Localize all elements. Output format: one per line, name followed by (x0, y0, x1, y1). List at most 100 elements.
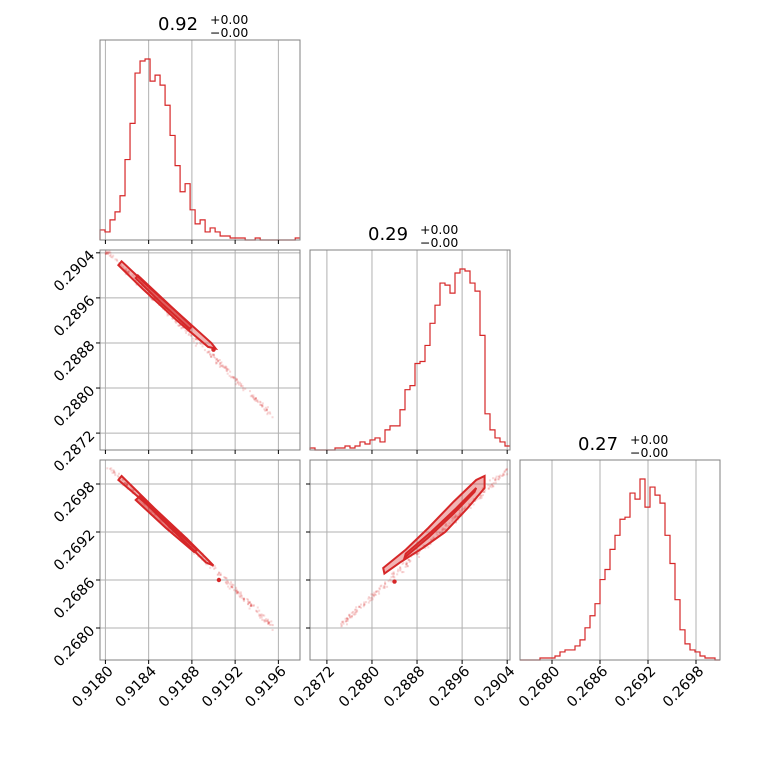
sample-point (406, 565, 409, 568)
sample-point (488, 485, 491, 488)
sample-point (254, 397, 257, 400)
sample-point (386, 585, 389, 588)
sample-point (195, 550, 198, 553)
sample-point (240, 382, 243, 385)
sample-point (108, 250, 111, 253)
sample-point (492, 477, 495, 480)
sample-point (215, 358, 218, 361)
sample-point (424, 547, 427, 550)
sample-point (188, 332, 191, 335)
sample-point (344, 617, 347, 620)
sample-point (497, 478, 500, 481)
sample-point (224, 577, 227, 580)
sample-point (123, 481, 126, 484)
sample-point (114, 474, 117, 477)
sample-point (154, 298, 157, 301)
sample-point (218, 571, 221, 574)
x-tick-label: 0.2686 (564, 664, 611, 711)
sample-point (373, 595, 376, 598)
sample-point (105, 252, 108, 255)
sample-point (230, 585, 233, 588)
sample-point (261, 404, 264, 407)
sample-point (349, 615, 352, 618)
sample-point (468, 502, 471, 505)
sample-point (266, 406, 269, 409)
sample-point (399, 569, 402, 572)
sample-point (247, 599, 250, 602)
sample-point (104, 252, 107, 255)
sample-point (215, 361, 218, 364)
sample-point (190, 333, 193, 336)
sample-point (115, 258, 118, 261)
posterior-samples (104, 250, 274, 419)
sample-point (236, 589, 239, 592)
title-upper-error: +0.00 (210, 12, 248, 27)
sample-point (506, 473, 509, 476)
sample-point (192, 337, 195, 340)
sample-point (480, 495, 483, 498)
sample-point (458, 508, 461, 511)
sample-point (264, 406, 267, 409)
sample-point (228, 374, 231, 377)
sample-point (214, 567, 217, 570)
sample-point (219, 572, 222, 575)
sample-point (163, 306, 166, 309)
sample-point (240, 594, 243, 597)
sample-point (250, 394, 253, 397)
sample-point (112, 254, 115, 257)
sample-point (225, 367, 228, 370)
sample-point (132, 489, 135, 492)
sample-point (452, 517, 455, 520)
sample-point (242, 598, 245, 601)
sample-point (229, 583, 232, 586)
sample-point (226, 368, 229, 371)
sample-point (214, 356, 217, 359)
sample-point (345, 617, 348, 620)
sample-point (252, 396, 255, 399)
sample-point (187, 333, 190, 336)
sample-point (497, 478, 500, 481)
sample-point (210, 355, 213, 358)
sample-point (237, 382, 240, 385)
sample-point (358, 605, 361, 608)
posterior-samples (340, 468, 509, 628)
sample-point (133, 273, 136, 276)
sample-point (125, 484, 128, 487)
sample-point (498, 475, 501, 478)
parameter-title-2: 0.27 (578, 434, 618, 455)
sample-point (236, 592, 239, 595)
sample-point (201, 345, 204, 348)
sample-point (441, 528, 444, 531)
sample-point (396, 570, 399, 573)
sample-point (435, 532, 438, 535)
sample-point (242, 597, 245, 600)
x-tick-label: 0.9192 (199, 664, 246, 711)
sample-point (267, 618, 270, 621)
scatter-panel-2-0 (96, 459, 301, 664)
sample-point (371, 596, 374, 599)
sample-point (219, 362, 222, 365)
sample-point (180, 326, 183, 329)
sample-point (482, 494, 485, 497)
sample-point (262, 614, 265, 617)
sample-point (178, 324, 181, 327)
sample-point (126, 483, 129, 486)
sample-point (447, 524, 450, 527)
sample-point (121, 479, 124, 482)
sample-point (268, 621, 271, 624)
sample-point (438, 531, 441, 534)
sample-point (345, 623, 348, 626)
histogram-panel-1: 0.29 +0.00−0.00 (309, 222, 511, 454)
sample-point (370, 593, 373, 596)
sample-point (263, 408, 266, 411)
sample-point (132, 489, 135, 492)
sample-point (267, 622, 270, 625)
sample-point (383, 585, 386, 588)
sample-point (491, 483, 494, 486)
sample-point (253, 397, 256, 400)
sample-point (222, 365, 225, 368)
x-tick-label: 0.9196 (242, 664, 289, 711)
sample-point (234, 383, 237, 386)
sample-point (492, 482, 495, 485)
sample-point (390, 576, 393, 579)
